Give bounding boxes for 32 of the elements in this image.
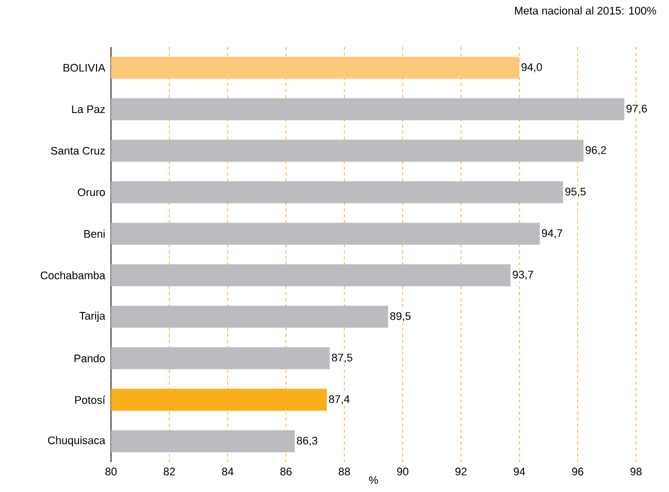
data-label: 94,0 xyxy=(522,63,542,72)
x-tick-label: 92 xyxy=(455,468,467,476)
x-axis-title: % xyxy=(369,476,378,484)
data-label: 87,4 xyxy=(329,395,350,404)
data-label: 95,5 xyxy=(565,188,586,197)
x-tick-label: 88 xyxy=(338,468,350,476)
y-tick-label: Oruro xyxy=(78,188,105,196)
x-tick-label: 96 xyxy=(572,468,584,476)
y-tick-label: Potosí xyxy=(75,396,106,404)
y-tick-label: La Paz xyxy=(72,105,105,114)
data-label: 96,2 xyxy=(586,146,606,156)
data-label: 87,5 xyxy=(332,354,352,363)
x-tick-label: 86 xyxy=(280,468,292,476)
y-tick-label: Tarija xyxy=(79,312,106,322)
x-tick-label: 94 xyxy=(514,468,526,476)
x-tick-label: 90 xyxy=(397,468,408,476)
data-label: 94,7 xyxy=(542,229,562,238)
data-label: 93,7 xyxy=(512,270,534,280)
y-tick-label: Chuquisaca xyxy=(48,436,106,446)
x-tick-label: 84 xyxy=(222,468,234,476)
text: Meta nacional al 2015: 100% xyxy=(515,6,656,15)
data-label: 97,6 xyxy=(626,104,647,114)
data-label: 89,5 xyxy=(390,312,411,322)
y-tick-label: Santa Cruz xyxy=(51,146,105,155)
x-tick-label: 82 xyxy=(164,468,175,476)
data-label: 86,3 xyxy=(296,436,318,446)
y-tick-label: Cochabamba xyxy=(40,271,106,280)
y-tick-label: BOLIVIA xyxy=(64,64,106,72)
y-tick-label: Pando xyxy=(74,354,105,362)
x-tick-label: 80 xyxy=(105,468,117,476)
x-tick-label: 98 xyxy=(630,468,642,476)
y-tick-label: Beni xyxy=(84,230,105,238)
